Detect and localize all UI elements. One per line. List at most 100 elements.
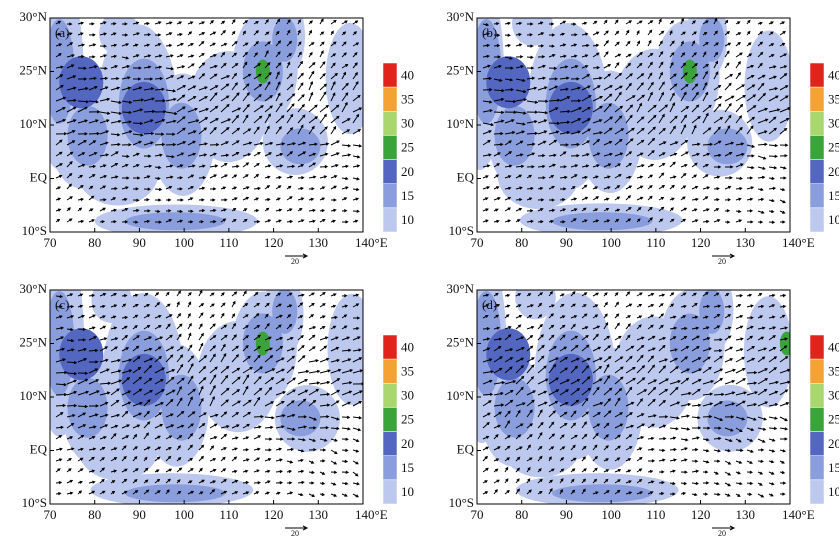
- wind-arrow: [242, 208, 248, 212]
- wind-arrow: [209, 126, 217, 135]
- wind-arrow: [603, 375, 610, 385]
- wind-arrow: [88, 65, 98, 69]
- wind-arrow: [625, 377, 636, 385]
- colorbar-label: 35: [828, 91, 839, 106]
- wind-arrow: [592, 196, 600, 201]
- wind-arrow: [253, 324, 261, 330]
- wind-arrow: [780, 437, 788, 441]
- wind-arrow: [592, 43, 600, 47]
- wind-arrow: [165, 435, 173, 440]
- wind-arrow: [746, 381, 758, 385]
- wind-arrow: [493, 208, 499, 212]
- wind-arrow: [121, 334, 129, 341]
- wind-arrow: [220, 468, 227, 473]
- wind-arrow: [746, 105, 757, 113]
- wind-arrow: [264, 469, 271, 473]
- wind-arrow: [614, 208, 621, 212]
- wind-arrow: [88, 336, 98, 341]
- wind-arrow: [341, 197, 348, 201]
- wind-arrow: [77, 314, 85, 319]
- wind-arrow: [110, 175, 119, 179]
- wind-arrow: [713, 325, 721, 330]
- wind-arrow: [515, 324, 522, 330]
- wind-arrow: [165, 303, 171, 308]
- wind-arrow: [669, 102, 675, 113]
- wind-arrow: [658, 344, 666, 352]
- wind-arrow: [603, 345, 612, 352]
- wind-arrow: [220, 162, 228, 168]
- wind-arrow: [177, 198, 184, 202]
- wind-arrow: [99, 119, 110, 124]
- wind-arrow: [88, 490, 96, 495]
- wind-arrow: [768, 438, 776, 442]
- wind-arrow: [275, 314, 283, 319]
- wind-arrow: [242, 411, 252, 418]
- wind-arrow: [352, 390, 363, 396]
- wind-arrow: [592, 444, 598, 451]
- wind-arrow: [526, 174, 533, 179]
- wind-arrow: [614, 196, 621, 201]
- wind-arrow: [275, 81, 281, 91]
- wind-arrow: [341, 129, 351, 135]
- wind-arrow: [352, 326, 360, 331]
- wind-arrow: [231, 400, 241, 407]
- wind-arrow: [559, 143, 569, 147]
- wind-arrow: [198, 397, 204, 407]
- wind-arrow: [220, 153, 230, 157]
- wind-arrow: [735, 400, 746, 407]
- wind-arrow: [187, 344, 193, 352]
- wind-arrow: [559, 489, 563, 495]
- wind-arrow: [636, 218, 641, 223]
- wind-arrow: [537, 302, 543, 308]
- wind-arrow: [548, 304, 555, 308]
- wind-arrow: [515, 122, 526, 126]
- wind-arrow: [143, 390, 153, 396]
- wind-arrow: [55, 32, 62, 36]
- wind-arrow: [724, 220, 731, 224]
- wind-arrow: [614, 445, 621, 451]
- wind-arrow: [220, 174, 228, 179]
- wind-arrow: [165, 413, 174, 418]
- shade-inner: [67, 105, 108, 166]
- wind-arrow: [691, 174, 698, 179]
- wind-arrow: [319, 41, 325, 47]
- wind-arrow: [176, 106, 186, 113]
- wind-arrow: [122, 33, 129, 37]
- wind-arrow: [341, 448, 349, 452]
- wind-arrow: [242, 366, 253, 374]
- wind-arrow: [603, 51, 609, 58]
- wind-arrow: [658, 491, 665, 496]
- wind-arrow: [636, 20, 643, 25]
- wind-arrow: [77, 447, 84, 451]
- wind-arrow: [110, 424, 119, 429]
- wind-arrow: [493, 197, 501, 201]
- wind-arrow: [526, 110, 539, 114]
- wind-arrow: [231, 208, 237, 212]
- wind-arrow: [264, 31, 270, 36]
- wind-arrow: [724, 358, 734, 363]
- wind-arrow: [735, 460, 743, 464]
- wind-arrow: [746, 370, 758, 375]
- wind-arrow: [99, 54, 108, 58]
- wind-arrow: [121, 22, 128, 26]
- wind-arrow: [99, 358, 109, 363]
- wind-arrow: [768, 315, 776, 319]
- wind-arrow: [592, 292, 599, 297]
- wind-arrow: [220, 312, 225, 319]
- wind-arrow: [77, 119, 89, 124]
- wind-arrow: [352, 197, 360, 201]
- wind-arrow: [482, 54, 490, 58]
- wind-arrow: [132, 208, 140, 213]
- wind-arrow: [253, 83, 263, 91]
- wind-arrow: [165, 376, 175, 385]
- wind-arrow: [121, 424, 131, 429]
- wind-arrow: [77, 132, 88, 136]
- wind-arrow: [504, 164, 513, 168]
- wind-arrow: [352, 113, 360, 124]
- wind-arrow: [330, 41, 337, 47]
- wind-arrow: [515, 293, 522, 297]
- wind-arrow: [658, 378, 669, 385]
- wind-arrow: [341, 427, 351, 431]
- wind-arrow: [165, 447, 172, 451]
- wind-arrow: [735, 348, 744, 352]
